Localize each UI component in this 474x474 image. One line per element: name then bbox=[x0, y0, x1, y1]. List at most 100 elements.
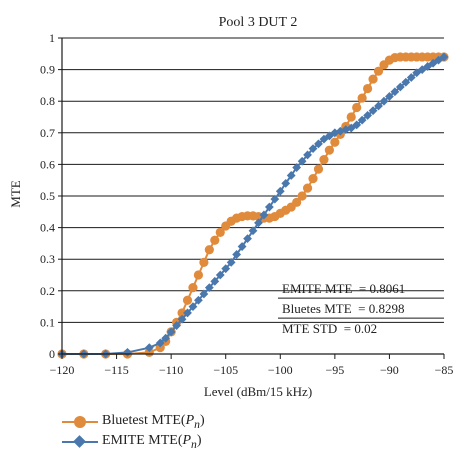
data-point bbox=[232, 250, 242, 259]
data-point bbox=[412, 68, 422, 78]
data-point bbox=[259, 210, 269, 220]
data-point bbox=[390, 87, 400, 97]
data-point bbox=[182, 295, 193, 305]
data-point bbox=[243, 234, 252, 244]
data-point bbox=[210, 235, 220, 245]
data-point bbox=[281, 178, 291, 188]
data-point bbox=[434, 55, 443, 65]
stats-box-background bbox=[278, 278, 444, 339]
data-point bbox=[204, 283, 214, 293]
data-point bbox=[292, 163, 302, 172]
data-point bbox=[308, 144, 318, 153]
data-point bbox=[357, 115, 367, 125]
data-point bbox=[215, 270, 225, 280]
data-point bbox=[221, 264, 231, 274]
data-point bbox=[417, 65, 427, 74]
data-point bbox=[286, 171, 296, 180]
x-tick-label: −85 bbox=[435, 363, 454, 377]
data-point bbox=[183, 308, 192, 318]
legend-symbol-diamond bbox=[62, 432, 98, 452]
data-point bbox=[177, 314, 187, 324]
diamond-marker-icon bbox=[73, 435, 86, 448]
data-point bbox=[199, 257, 209, 267]
data-point bbox=[401, 77, 411, 87]
data-point bbox=[155, 343, 165, 353]
y-tick-label: 0.3 bbox=[40, 252, 55, 266]
data-point bbox=[292, 197, 302, 207]
x-axis-title: Level (dBm/15 kHz) bbox=[204, 384, 312, 399]
legend-symbol-circle bbox=[62, 412, 98, 432]
y-tick-label: 0 bbox=[49, 347, 55, 361]
stats-box: EMITE MTE = 0.8061 Bluetes MTE = 0.8298 MT… bbox=[278, 278, 444, 339]
data-point bbox=[210, 276, 220, 286]
data-point bbox=[144, 343, 154, 353]
data-point bbox=[254, 218, 263, 228]
data-point bbox=[439, 52, 449, 62]
data-point bbox=[172, 321, 181, 330]
data-point bbox=[352, 120, 362, 130]
y-tick-label: 0.9 bbox=[40, 63, 55, 77]
data-point bbox=[144, 347, 154, 358]
data-point bbox=[194, 295, 203, 305]
x-tick-label: −95 bbox=[325, 363, 344, 377]
data-point bbox=[357, 93, 367, 103]
data-point bbox=[330, 137, 340, 147]
x-tick-label: −105 bbox=[213, 363, 238, 377]
data-point bbox=[188, 283, 198, 293]
data-point bbox=[199, 289, 209, 299]
data-point bbox=[406, 73, 416, 82]
data-point bbox=[363, 83, 373, 94]
data-point bbox=[314, 139, 323, 149]
data-point bbox=[363, 111, 372, 120]
series-line bbox=[62, 56, 445, 355]
y-tick-label: 0.6 bbox=[40, 157, 55, 171]
stat-annotation: EMITE MTE = 0.8061 bbox=[282, 281, 405, 296]
data-point bbox=[166, 327, 176, 337]
data-point bbox=[385, 92, 394, 101]
legend-item-emite: EMITE MTE(Pn) bbox=[62, 432, 205, 452]
data-point bbox=[275, 186, 285, 196]
y-tick-label: 1 bbox=[49, 31, 55, 45]
data-point bbox=[204, 245, 214, 255]
y-tick-label: 0.8 bbox=[40, 94, 55, 108]
circle-marker-icon bbox=[74, 416, 86, 428]
legend-item-bluetest: Bluetest MTE(Pn) bbox=[62, 412, 205, 432]
axes bbox=[58, 37, 445, 359]
data-point bbox=[303, 150, 312, 160]
stat-annotation: MTE STD = 0.02 bbox=[282, 321, 377, 336]
data-point bbox=[346, 123, 356, 133]
legend-label-emite: EMITE MTE(Pn) bbox=[102, 433, 202, 451]
data-point bbox=[297, 191, 307, 201]
x-tick-label: −100 bbox=[268, 363, 293, 377]
legend-label-bluetest: Bluetest MTE(Pn) bbox=[102, 413, 205, 431]
y-tick-label: 0.1 bbox=[40, 315, 55, 329]
data-point bbox=[270, 194, 280, 204]
series-layer bbox=[57, 52, 449, 359]
data-point bbox=[352, 102, 362, 113]
data-point bbox=[302, 183, 313, 193]
data-point bbox=[161, 333, 171, 343]
series-emite bbox=[57, 52, 449, 359]
x-tick-label: −90 bbox=[380, 363, 399, 377]
data-point bbox=[313, 164, 324, 174]
data-point bbox=[215, 227, 225, 237]
y-tick-label: 0.7 bbox=[40, 126, 55, 140]
chart-title: Pool 3 DUT 2 bbox=[219, 15, 298, 30]
data-point bbox=[368, 106, 378, 116]
stat-annotation: Bluetes MTE = 0.8298 bbox=[282, 301, 405, 316]
data-point bbox=[188, 302, 198, 311]
data-point bbox=[308, 174, 318, 184]
x-tick-label: −115 bbox=[104, 363, 128, 377]
data-point bbox=[319, 155, 329, 165]
data-point bbox=[324, 145, 334, 155]
tick-labels: 0 0.1 0.2 0.3 0.4 0.5 0.6 0.7 0.8 0.9 1 −120 −115 −11… bbox=[40, 31, 453, 377]
data-point bbox=[379, 96, 389, 106]
data-point bbox=[237, 242, 247, 251]
data-point bbox=[341, 125, 351, 135]
data-point bbox=[264, 202, 274, 212]
y-tick-label: 0.2 bbox=[40, 284, 55, 298]
y-tick-label: 0.5 bbox=[40, 189, 55, 203]
y-axis-title: MTE bbox=[8, 180, 23, 208]
data-point bbox=[395, 82, 405, 92]
data-point bbox=[374, 101, 383, 111]
